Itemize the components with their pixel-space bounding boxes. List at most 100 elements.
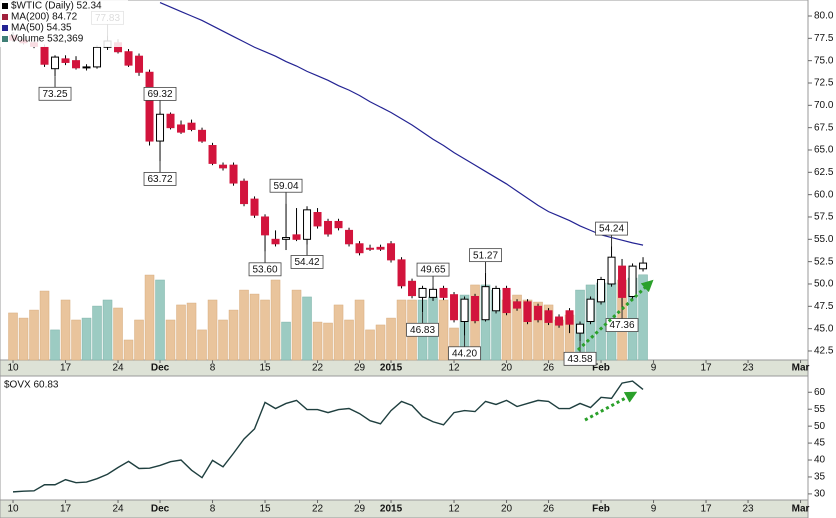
x-tick-label: 24 — [112, 504, 124, 515]
x-tick-label: 20 — [501, 363, 513, 374]
candle-body — [240, 180, 249, 205]
x-tick-label: 20 — [501, 504, 513, 515]
callout-label: 63.72 — [148, 174, 173, 185]
x-tick-label: Mar — [792, 363, 810, 374]
candle-body — [597, 279, 606, 303]
candle-body — [187, 122, 196, 130]
y-tick-label: 60 — [814, 387, 826, 398]
candle-body — [523, 301, 532, 322]
candle-body — [261, 216, 270, 236]
candle-body — [40, 46, 49, 65]
volume-bar — [543, 304, 554, 361]
x-tick-label: 26 — [543, 504, 555, 515]
ovx-line — [12, 380, 644, 493]
candle-body — [555, 316, 564, 326]
x-tick-label: 9 — [651, 363, 657, 374]
volume-bar — [396, 299, 407, 361]
legend-label: $WTIC (Daily) 52.34 — [11, 1, 102, 12]
candle-body — [208, 145, 217, 164]
volume-bar — [102, 299, 113, 361]
candle-body — [492, 287, 501, 312]
y-tick-label: 47.5 — [814, 301, 834, 312]
volume-bar — [533, 301, 543, 361]
volume-bar — [8, 312, 18, 361]
volume-bar — [281, 321, 291, 361]
callout-box — [290, 255, 324, 269]
volume-bar — [50, 329, 60, 361]
x-tick-label: 22 — [312, 363, 324, 374]
callout-box — [143, 86, 177, 101]
volume-bar — [260, 299, 270, 361]
volume-bar — [512, 294, 522, 361]
x-tick-label: 29 — [354, 363, 366, 374]
x-tick-label: 24 — [112, 363, 124, 374]
plot-layer: 42.5 45.0 47.5 50.0 52.5 55.0 57.5 60.0 62.5 65.0… — [7, 2, 834, 515]
callout-label: 44.20 — [452, 348, 477, 359]
volume-bar — [60, 299, 71, 361]
candle-body — [387, 243, 396, 261]
x-tick-label: 26 — [543, 363, 555, 374]
volume-bar — [18, 317, 29, 361]
y-tick-label: 45 — [814, 438, 826, 449]
candle-body — [303, 209, 312, 240]
x-tick-label: 17 — [60, 363, 72, 374]
candle-body — [177, 124, 186, 133]
volume-bar — [207, 299, 218, 361]
candle-body — [229, 164, 238, 184]
y-tick-label: 35 — [814, 472, 826, 483]
candle-body — [93, 46, 102, 68]
candle-body — [271, 238, 280, 245]
callout-box — [448, 346, 481, 361]
volume-bar — [333, 304, 344, 361]
x-tick-label: 29 — [354, 504, 366, 515]
candle-body — [544, 310, 553, 323]
y-tick-label: 45.0 — [814, 323, 834, 334]
volume-bar — [323, 322, 333, 361]
candle-body — [376, 246, 385, 250]
x-tick-label: 15 — [259, 363, 271, 374]
callout-box — [248, 262, 282, 277]
volume-bar — [386, 317, 396, 361]
candle-body — [628, 265, 637, 297]
volume-bar — [438, 299, 449, 361]
x-tick-label: 10 — [7, 363, 19, 374]
callout-label: 46.83 — [410, 325, 435, 336]
callout-box — [143, 172, 177, 186]
callout-label: 47.36 — [610, 320, 635, 331]
volume-bar — [144, 274, 155, 361]
volume-bar — [81, 317, 92, 361]
callout-box — [38, 86, 72, 101]
callout-label: 54.24 — [599, 224, 624, 235]
y-tick-label: 65.0 — [814, 145, 834, 156]
x-tick-label: Mar — [792, 504, 810, 515]
legend-box — [0, 0, 128, 47]
legend-label: MA(50) 54.35 — [11, 23, 72, 34]
volume-bar — [228, 309, 239, 361]
candle-body — [145, 71, 154, 142]
y-tick-label: 52.5 — [814, 256, 834, 267]
candle-body — [366, 247, 375, 250]
candle-body — [397, 259, 406, 287]
candle-body — [460, 298, 469, 322]
y-tick-label: 80.0 — [814, 11, 834, 22]
candle-body — [439, 287, 448, 298]
callout-box — [406, 322, 439, 337]
volume-bar — [92, 305, 102, 361]
trend-arrow — [576, 279, 654, 352]
candle-body — [156, 113, 165, 142]
candle-body — [313, 212, 322, 227]
x-tick-label: 17 — [60, 504, 72, 515]
candle-body — [586, 298, 595, 322]
legend-swatch — [2, 25, 8, 31]
x-tick-label: 23 — [742, 504, 754, 515]
callout-label: 43.58 — [568, 354, 593, 365]
y-tick-label: 42.5 — [814, 346, 834, 357]
y-tick-label: 62.5 — [814, 167, 834, 178]
y-tick-label: 55 — [814, 404, 826, 415]
y-tick-label: 72.5 — [814, 78, 834, 89]
candle-body — [534, 305, 543, 321]
candle-body — [51, 56, 60, 70]
legend-swatch — [2, 36, 8, 42]
